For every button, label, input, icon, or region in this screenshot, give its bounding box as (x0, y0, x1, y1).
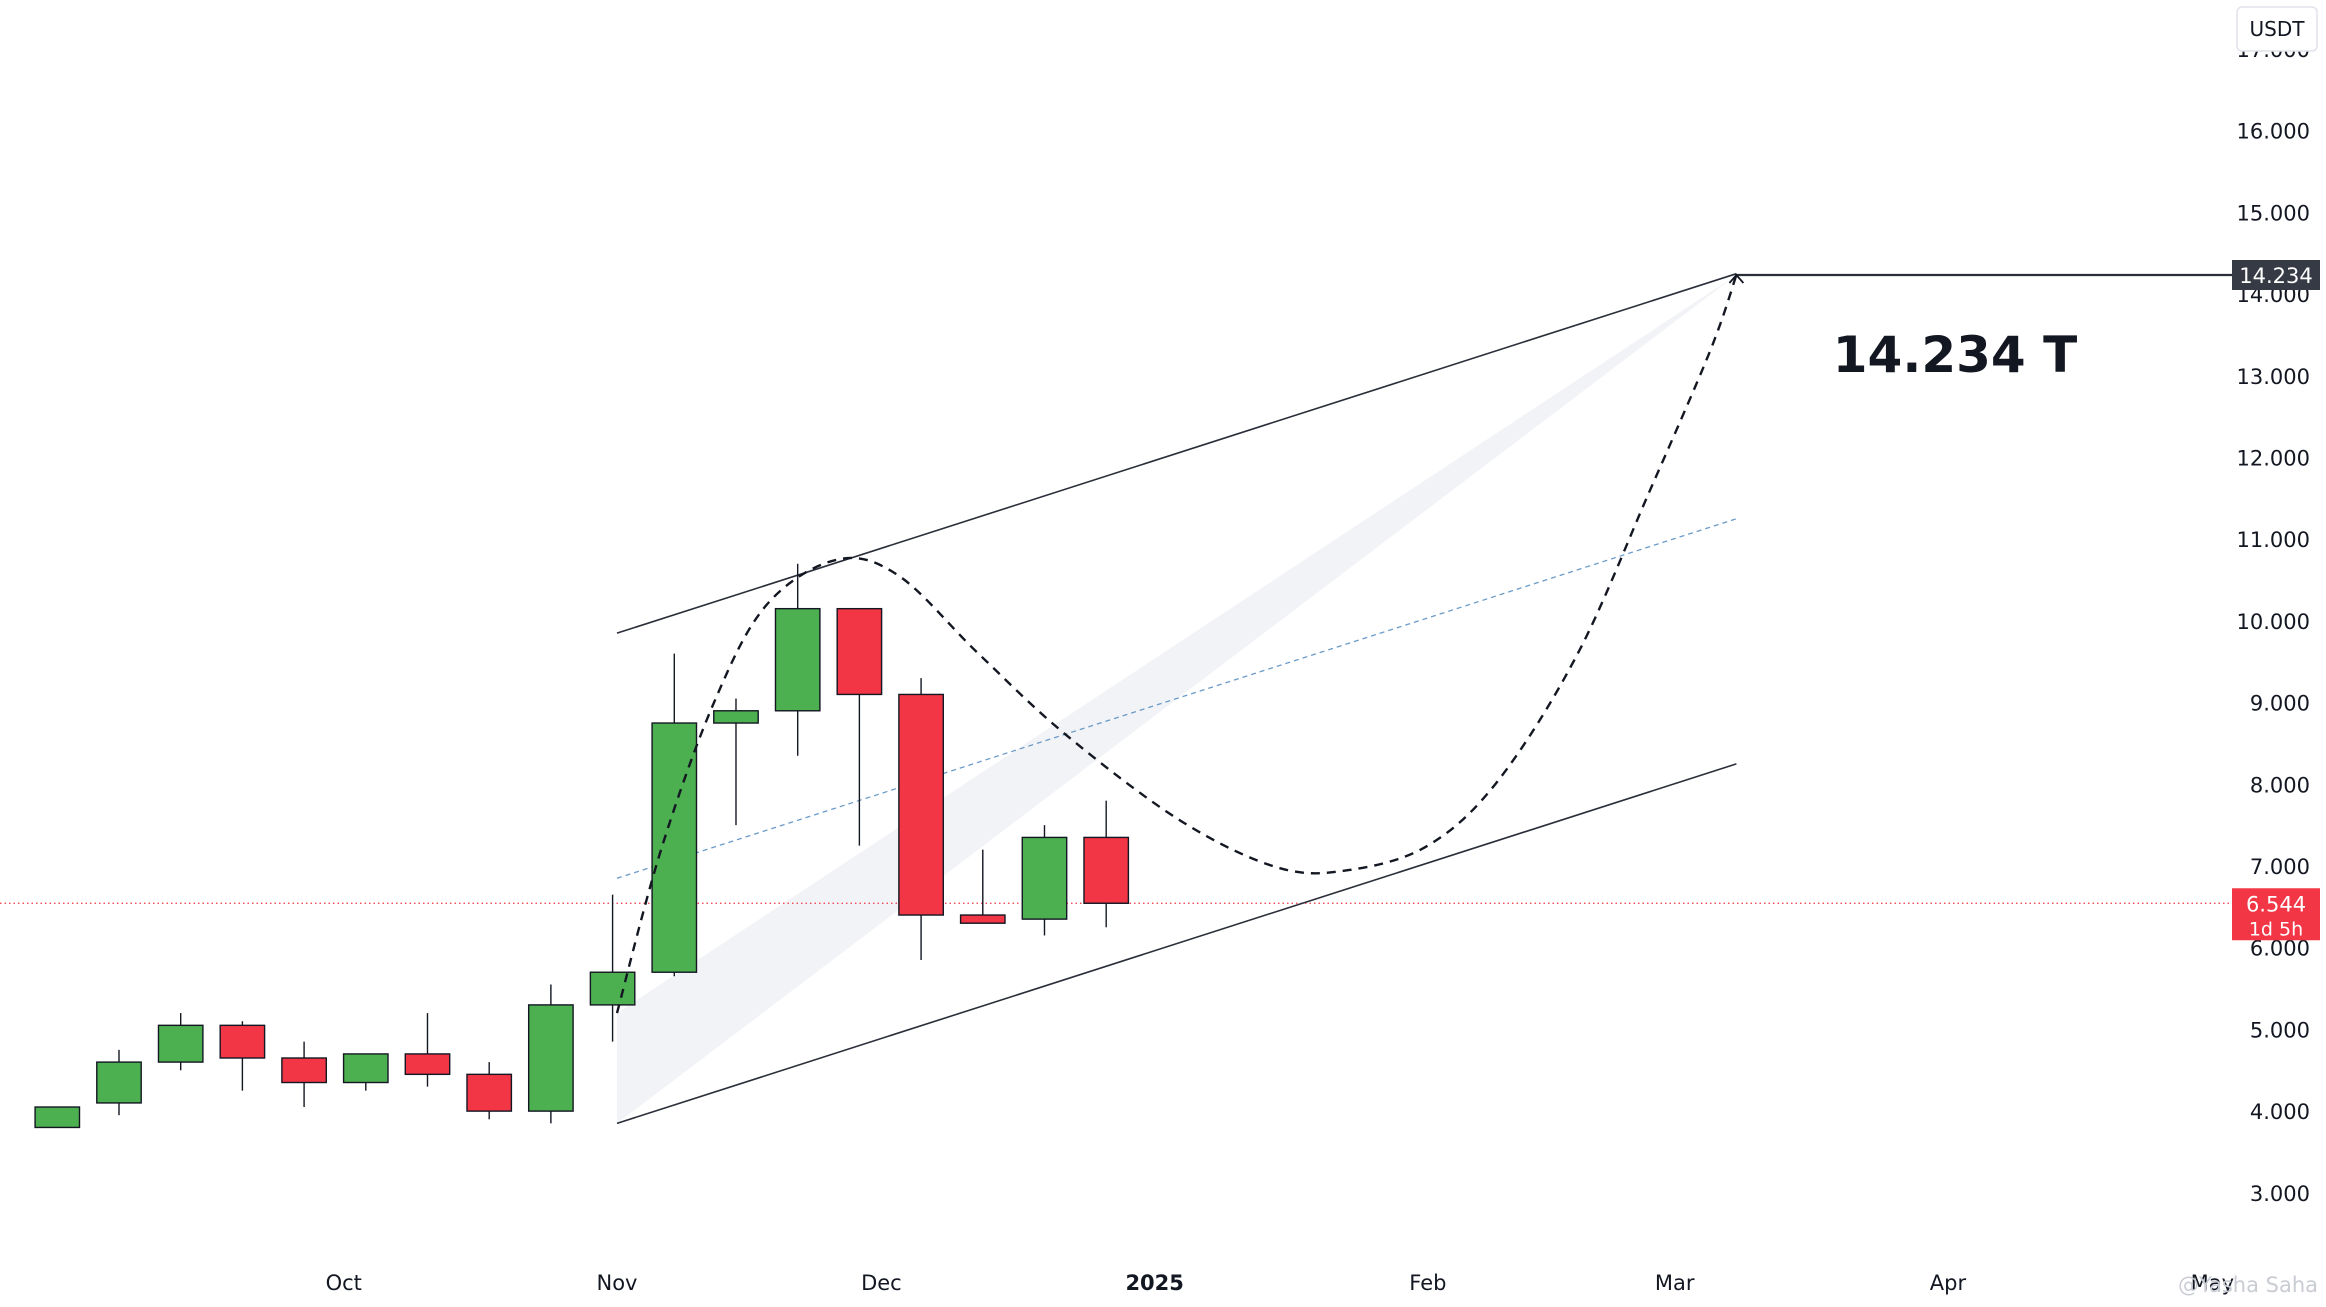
candle[interactable] (404, 1013, 451, 1087)
candle-body-down (219, 1024, 266, 1059)
candle-body-down (959, 914, 1006, 924)
time-tick-label: May (2191, 1271, 2234, 1295)
time-tick-label: Apr (1930, 1271, 1967, 1295)
target-annotation-label: 14.234 T (1833, 326, 2077, 384)
candle-body-up (157, 1024, 204, 1063)
currency-label: USDT (2250, 17, 2306, 41)
target-price-badge: 14.234 (2232, 260, 2320, 290)
candle[interactable] (281, 1041, 328, 1108)
candles-layer (34, 563, 1130, 1129)
currency-badge[interactable]: USDT (2236, 6, 2318, 52)
price-tick-label: 4.000 (2250, 1100, 2310, 1124)
price-tick-label: 13.000 (2237, 365, 2310, 389)
channel-lower-line[interactable] (616, 763, 1737, 1125)
time-tick-label: Feb (1409, 1271, 1446, 1295)
candle[interactable] (1021, 825, 1068, 936)
candle-body-down (466, 1073, 513, 1112)
current-price-value: 6.544 (2246, 892, 2306, 916)
candle[interactable] (527, 984, 574, 1124)
price-axis[interactable]: 3.000 4.000 5.000 6.000 7.000 8.000 9.000 10.00… (2237, 38, 2310, 1206)
candle[interactable] (959, 849, 1006, 924)
price-tick-label: 6.000 (2250, 937, 2310, 961)
price-tick-label: 16.000 (2237, 120, 2310, 144)
candle[interactable] (651, 653, 698, 977)
candle[interactable] (466, 1062, 513, 1120)
channel-mid-line[interactable] (616, 518, 1737, 879)
candle-body-up (1021, 836, 1068, 920)
candle[interactable] (713, 698, 759, 826)
author-watermark: @Yasha Saha (2178, 1273, 2318, 1297)
price-tick-label: 5.000 (2250, 1018, 2310, 1042)
price-tick-label: 9.000 (2250, 692, 2310, 716)
candle-body-up (774, 607, 821, 712)
candle-body-up (527, 1004, 574, 1112)
candle-body-down (404, 1053, 451, 1076)
time-tick-label: 2025 (1125, 1271, 1183, 1295)
target-price-value: 14.234 (2239, 264, 2312, 288)
projection-arrowhead (1728, 273, 1745, 284)
price-tick-label: 15.000 (2237, 201, 2310, 225)
candle[interactable] (898, 678, 944, 960)
candle-body-down (1083, 836, 1130, 904)
candle-body-up (651, 722, 698, 973)
candle-body-up (713, 710, 759, 724)
candle[interactable] (34, 1106, 81, 1129)
candle[interactable] (1083, 800, 1130, 928)
candle-body-up (342, 1053, 389, 1084)
candle[interactable] (342, 1053, 389, 1091)
candle-body-down (836, 607, 883, 696)
time-tick-label: Oct (326, 1271, 362, 1295)
candle-body-up (34, 1106, 81, 1129)
candle[interactable] (836, 607, 883, 846)
channel-upper-line[interactable] (616, 272, 1737, 634)
candle[interactable] (96, 1049, 142, 1116)
price-tick-label: 12.000 (2237, 447, 2310, 471)
price-tick-label: 7.000 (2250, 855, 2310, 879)
candle[interactable] (157, 1013, 204, 1071)
current-price-badge: 6.544 1d 5h (2232, 888, 2320, 941)
price-tick-label: 11.000 (2237, 528, 2310, 552)
price-tick-label: 10.000 (2237, 610, 2310, 634)
candle[interactable] (589, 894, 636, 1042)
time-axis[interactable]: Oct Nov Dec 2025 Feb Mar Apr May (326, 1271, 2234, 1295)
time-tick-label: Dec (861, 1271, 902, 1295)
time-tick-label: Nov (596, 1271, 637, 1295)
candle[interactable] (774, 563, 821, 756)
candle-body-up (589, 971, 636, 1006)
time-tick-label: Mar (1655, 1271, 1695, 1295)
price-tick-label: 3.000 (2250, 1182, 2310, 1206)
candle-body-down (281, 1057, 328, 1084)
bar-countdown: 1d 5h (2249, 918, 2303, 940)
candle[interactable] (219, 1021, 266, 1091)
projection-path[interactable] (615, 274, 1738, 1014)
projection-layer (615, 273, 1745, 1014)
candle-body-up (96, 1061, 142, 1104)
price-tick-label: 8.000 (2250, 773, 2310, 797)
candle-body-down (898, 693, 944, 916)
